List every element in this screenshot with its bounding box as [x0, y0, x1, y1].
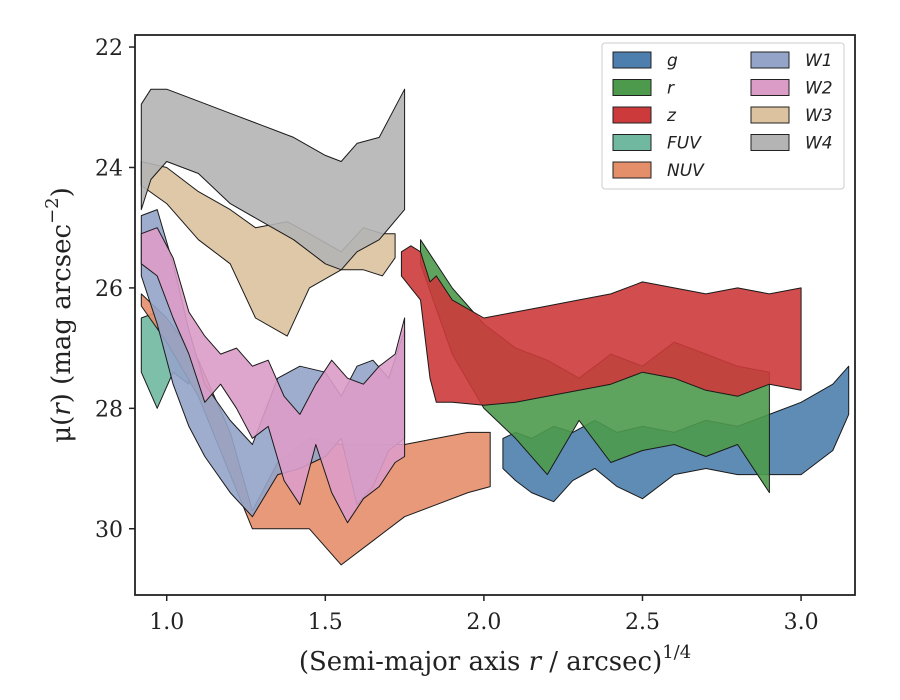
x-axis-label: (Semi-major axis r / arcsec)1/4: [299, 642, 691, 677]
band-w4: [140, 88, 406, 271]
legend-label-r: r: [667, 79, 675, 99]
x-tick-label: 3.0: [784, 610, 819, 635]
y-tick-label: 22: [95, 36, 123, 61]
legend-label-fuv: FUV: [667, 134, 702, 154]
legend-swatch-nuv: [612, 161, 652, 179]
legend-swatch-g: [612, 51, 652, 69]
y-tick-label: 28: [95, 397, 123, 422]
legend-label-w3: W3: [805, 106, 833, 126]
legend-label-nuv: NUV: [667, 161, 705, 181]
legend: grz FUV NUV W1 W2 W3 W4: [601, 42, 845, 190]
legend-label-z: z: [666, 106, 677, 126]
legend-swatch-w4: [750, 134, 790, 151]
x-tick-label: 1.5: [308, 610, 343, 635]
y-tick-label: 26: [95, 277, 123, 302]
y-axis-label: μ(r) (mag arcsec−2): [42, 187, 77, 443]
profile-bands: [140, 88, 850, 566]
legend-swatch-w2: [750, 79, 790, 96]
legend-label-w1: W1: [805, 51, 833, 71]
legend-swatch-fuv: [612, 134, 652, 151]
y-tick-label: 24: [95, 156, 123, 181]
legend-swatch-r: [612, 79, 652, 96]
legend-swatch-z: [612, 106, 652, 124]
plot-frame: [134, 34, 856, 596]
band-w3: [140, 161, 396, 337]
legend-label-w4: W4: [805, 134, 833, 154]
legend-swatch-w1: [750, 51, 790, 69]
band-w2: [140, 227, 406, 524]
x-tick-label: 2.5: [625, 610, 660, 635]
legend-label-w2: W2: [805, 79, 833, 99]
y-axis-ticks: 22 24 26 28 30: [95, 36, 135, 543]
x-tick-label: 1.0: [149, 610, 184, 635]
band-z: [400, 245, 802, 406]
y-tick-label: 30: [95, 518, 123, 543]
legend-label-g: g: [667, 51, 678, 71]
legend-swatch-w3: [750, 106, 790, 124]
x-axis-ticks: 1.0 1.5 2.0 2.5 3.0: [149, 595, 819, 635]
x-tick-label: 2.0: [466, 610, 501, 635]
